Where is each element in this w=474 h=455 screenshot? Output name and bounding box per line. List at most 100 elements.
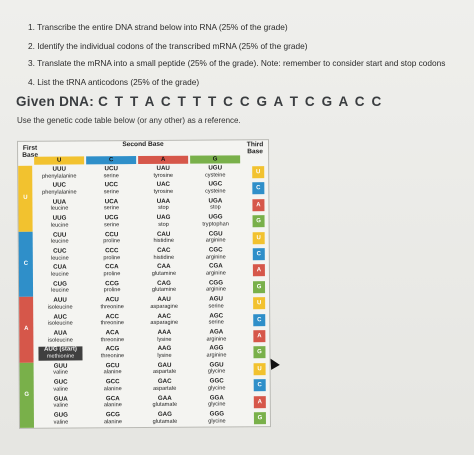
codon-cell: ACG threonine (90, 346, 134, 360)
codon-cell: UUC phenylalanine (37, 182, 81, 196)
second-base-header: Second Base (122, 140, 164, 149)
amino-acid: stop (158, 205, 169, 212)
codon-cell: GAC aspartate (143, 378, 187, 392)
third-base-c: C (252, 182, 265, 195)
amino-acid: lysine (157, 336, 172, 343)
codon-cell: CCG proline (90, 280, 134, 294)
instruction-2: 2. Identify the individual codons of the… (28, 41, 308, 51)
codon-cell: AGC serine (194, 312, 238, 326)
codon-cell: AAA lysine (142, 329, 186, 343)
codon-cell: CCU proline (90, 231, 134, 245)
codon-cell: GCU alanine (91, 362, 135, 376)
codon-cell: CGG arginine (194, 279, 238, 293)
third-base-c: C (253, 379, 266, 392)
amino-acid: glycine (207, 368, 226, 375)
codon-cell: UCA serine (89, 198, 133, 212)
codon-cell: AUA isoleucine (38, 330, 82, 344)
codon-cell: AUG (start) methionine (38, 346, 83, 361)
codon-cell: CAU histidine (142, 230, 186, 244)
amino-acid: phenylalanine (41, 173, 77, 180)
codon-cell: GAG glutamate (143, 411, 187, 425)
amino-acid: histidine (153, 254, 175, 261)
codon-cell: ACU threonine (90, 296, 134, 311)
third-base-g: G (253, 412, 266, 425)
amino-acid: stop (158, 221, 169, 228)
codon-cell: GUU valine (39, 362, 83, 376)
amino-acid: serine (208, 319, 224, 326)
third-base-u: U (252, 231, 265, 244)
codon-cell: CUU leucine (38, 231, 82, 245)
amino-acid: glycine (208, 401, 226, 408)
codon-cell: UGA stop (193, 197, 237, 211)
second-base-a: A (138, 155, 189, 165)
codon-cell: AAC asparagine (142, 312, 186, 326)
codon-cell: UCC serine (89, 182, 133, 196)
third-base-g: G (253, 346, 266, 359)
codon-cell: CCC proline (90, 247, 134, 261)
codon-cell: UAU tyrosine (141, 165, 185, 179)
amino-acid: leucine (50, 205, 69, 213)
codon-cell: CGU arginine (194, 230, 238, 244)
amino-acid: leucine (50, 238, 69, 245)
first-base-g: G (19, 362, 35, 429)
third-base-a: A (252, 198, 265, 212)
codon-cell: GGU glycine (195, 361, 239, 375)
amino-acid: glycine (207, 385, 226, 392)
amino-acid: stop (210, 204, 221, 211)
instruction-4: 4. List the tRNA anticodons (25% of the … (28, 77, 200, 87)
amino-acid: cysteine (205, 188, 226, 195)
amino-acid: valine (53, 402, 69, 409)
codon-cell: UGU cysteine (193, 164, 237, 178)
first-base-a: A (19, 296, 34, 363)
instruction-3: 3. Translate the mRNA into a small pepti… (28, 58, 446, 68)
amino-acid: serine (103, 172, 119, 179)
amino-acid: serine (103, 221, 120, 229)
amino-acid: serine (103, 205, 120, 212)
amino-acid: glutamine (151, 287, 177, 294)
amino-acid: isoleucine (47, 304, 73, 311)
amino-acid: alanine (103, 418, 122, 425)
third-base-u: U (252, 166, 265, 179)
codon-cell: UAA stop (141, 198, 185, 212)
amino-acid: isoleucine (47, 320, 73, 327)
amino-acid: glutamine (151, 270, 177, 277)
codon-cell: AUC isoleucine (38, 313, 82, 327)
codon-cell: UGC cysteine (193, 181, 237, 195)
third-base-g: G (252, 280, 266, 294)
amino-acid: leucine (51, 271, 69, 278)
amino-acid: arginine (206, 352, 227, 359)
third-base-u: U (253, 297, 266, 310)
amino-acid: proline (103, 287, 121, 294)
third-base-a: A (253, 395, 266, 408)
codon-cell: GCC alanine (91, 378, 135, 392)
amino-acid: arginine (205, 270, 226, 277)
third-base-a: A (252, 264, 265, 277)
amino-acid: valine (53, 419, 69, 426)
codon-cell: UAC tyrosine (141, 181, 185, 195)
amino-acid: leucine (50, 222, 69, 229)
codon-cell: CUC leucine (38, 248, 82, 262)
amino-acid: threonine (100, 336, 125, 343)
third-base-c: C (253, 313, 266, 326)
given-dna-label: Given DNA: (16, 94, 95, 109)
amino-acid: glutamate (152, 401, 178, 409)
codon-cell: AGA arginine (194, 328, 238, 342)
codon-cell: GCG alanine (91, 411, 135, 425)
second-base-u: U (34, 156, 85, 165)
given-dna: Given DNA: C T T A C T T T C C G A T C G… (16, 94, 383, 109)
codon-cell: CUG leucine (38, 280, 82, 294)
codon-cell: UCG serine (90, 214, 134, 229)
amino-acid: phenylalanine (42, 189, 77, 196)
amino-acid: proline (103, 271, 121, 278)
codon-cell: CAG glutamine (142, 280, 186, 294)
codon-cell: AAU asparagine (142, 296, 186, 310)
codon-cell: UAG stop (142, 214, 186, 228)
codon-cell: GUC valine (39, 379, 83, 393)
codon-cell: ACA threonine (90, 329, 134, 343)
amino-acid: threonine (100, 303, 124, 311)
codon-cell: GGA glycine (195, 394, 239, 408)
third-base-a: A (253, 330, 266, 343)
amino-acid: arginine (205, 254, 226, 261)
codon-cell: AAG lysine (142, 345, 186, 359)
